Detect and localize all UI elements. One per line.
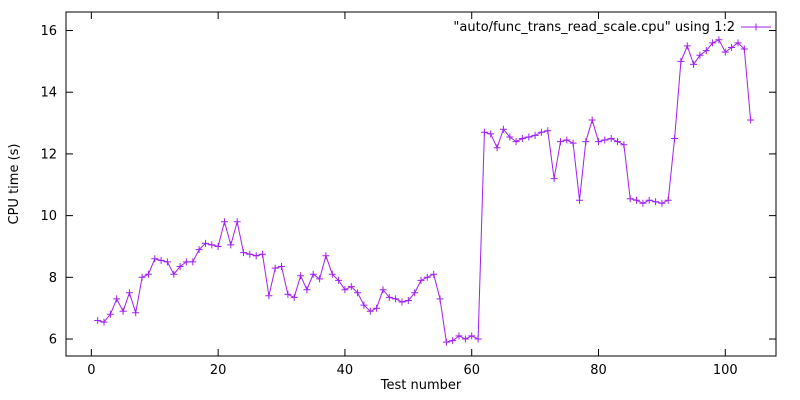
y-tick-label: 8 — [49, 271, 57, 286]
x-tick-label: 60 — [463, 363, 480, 378]
y-tick-label: 10 — [40, 209, 57, 224]
legend-label: "auto/func_trans_read_scale.cpu" using 1… — [453, 20, 735, 35]
y-tick-label: 16 — [40, 24, 57, 39]
x-tick-label: 40 — [337, 363, 354, 378]
plot-border — [65, 11, 777, 357]
y-tick-label: 12 — [40, 147, 57, 162]
y-tick-label: 6 — [49, 333, 57, 348]
data-line — [97, 39, 752, 343]
data-markers — [94, 36, 755, 346]
y-tick-label: 14 — [40, 86, 57, 101]
x-axis-label: Test number — [380, 378, 462, 393]
x-tick-label: 80 — [590, 363, 607, 378]
legend-marker-sample — [752, 23, 760, 31]
x-tick-label: 20 — [210, 363, 227, 378]
x-tick-label: 0 — [87, 363, 95, 378]
y-axis-label: CPU time (s) — [7, 144, 22, 225]
x-tick-label: 100 — [713, 363, 738, 378]
